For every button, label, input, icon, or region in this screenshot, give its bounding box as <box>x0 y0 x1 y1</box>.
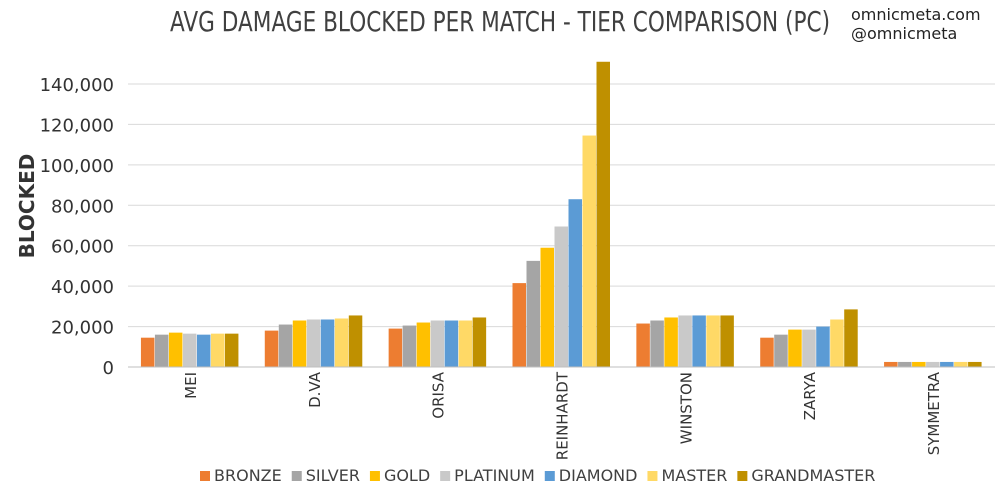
bar-master-reinhardt <box>582 135 596 367</box>
bar-bronze-dva <box>264 330 279 367</box>
legend-swatch-diamond <box>544 471 555 481</box>
x-tick-label: SYMMETRA <box>925 371 943 455</box>
bar-silver-symmetra <box>898 361 912 367</box>
legend-label-grandmaster: GRANDMASTER <box>751 466 875 485</box>
bar-platinum-orisa <box>430 320 445 367</box>
y-tick-label: 60,000 <box>51 237 114 258</box>
x-tick-label: REINHARDT <box>554 371 572 460</box>
bar-gold-zarya <box>788 329 802 367</box>
bar-platinum-winston <box>678 315 692 367</box>
bar-master-zarya <box>830 319 844 367</box>
legend-swatch-gold <box>369 471 380 481</box>
legend-label-platinum: PLATINUM <box>454 466 535 485</box>
bar-bronze-reinhardt <box>512 283 526 367</box>
x-tick-label: MEI <box>182 372 200 399</box>
credit-handle: @omnicmeta <box>851 24 957 43</box>
bar-grandmaster-winston <box>720 315 734 367</box>
legend-swatch-bronze <box>200 471 210 481</box>
y-tick-label: 40,000 <box>51 277 114 298</box>
legend-label-silver: SILVER <box>306 466 360 485</box>
bar-platinum-zarya <box>802 329 816 367</box>
y-tick-label: 100,000 <box>40 156 114 177</box>
bar-diamond-symmetra <box>940 361 954 367</box>
bar-master-winston <box>706 315 720 367</box>
y-tick-label: 80,000 <box>51 196 114 217</box>
bar-silver-orisa <box>402 325 417 367</box>
y-tick-label: 120,000 <box>40 115 114 136</box>
bar-platinum-dva <box>306 319 321 367</box>
bar-grandmaster-reinhardt <box>596 61 610 368</box>
bar-grandmaster-mei <box>224 333 239 367</box>
bar-grandmaster-zarya <box>844 309 858 367</box>
x-tick-label: WINSTON <box>677 372 695 444</box>
x-tick-label: ZARYA <box>801 371 819 420</box>
bar-grandmaster-dva <box>348 315 363 367</box>
bar-master-mei <box>210 333 225 367</box>
bar-gold-dva <box>292 320 307 367</box>
bar-master-orisa <box>458 320 473 367</box>
bar-gold-reinhardt <box>540 247 554 367</box>
y-tick-label: 0 <box>103 358 114 379</box>
bar-grandmaster-symmetra <box>968 361 982 367</box>
bar-gold-orisa <box>416 322 431 367</box>
y-axis-label: BLOCKED <box>15 154 39 259</box>
bar-silver-dva <box>278 324 293 367</box>
bar-silver-zarya <box>774 334 788 367</box>
bar-gold-mei <box>168 332 183 367</box>
bar-bronze-symmetra <box>884 361 898 367</box>
bar-diamond-zarya <box>816 326 830 367</box>
bar-silver-reinhardt <box>526 260 540 367</box>
bar-bronze-zarya <box>760 337 774 367</box>
x-tick-label: D.VA <box>306 371 324 408</box>
bar-platinum-symmetra <box>926 361 940 367</box>
bar-silver-mei <box>154 334 169 367</box>
legend-label-gold: GOLD <box>384 466 430 485</box>
bar-gold-symmetra <box>912 361 926 367</box>
bar-master-dva <box>334 318 349 367</box>
legend: BRONZE SILVER GOLD PLATINUM DIAMOND MASTER GRA… <box>200 466 875 485</box>
legend-swatch-platinum <box>440 471 451 481</box>
x-tick-labels: MEI D.VA ORISA REINHARDT WINSTON ZARYA SYMMETR… <box>182 371 943 460</box>
bar-gold-winston <box>664 317 678 367</box>
bar-diamond-dva <box>320 319 335 367</box>
bars <box>140 61 982 368</box>
bar-diamond-orisa <box>444 320 459 367</box>
bar-diamond-winston <box>692 315 706 367</box>
bar-platinum-reinhardt <box>554 226 568 367</box>
bar-bronze-mei <box>140 337 155 367</box>
legend-swatch-silver <box>291 471 302 481</box>
x-tick-label: ORISA <box>430 371 448 418</box>
legend-label-diamond: DIAMOND <box>559 466 638 485</box>
chart-title: AVG DAMAGE BLOCKED PER MATCH - TIER COMP… <box>170 5 830 38</box>
bar-silver-winston <box>650 320 664 367</box>
y-tick-label: 140,000 <box>40 75 114 96</box>
legend-swatch-master <box>647 471 658 481</box>
legend-swatch-grandmaster <box>737 471 748 481</box>
y-tick-labels: 0 20,000 40,000 60,000 80,000 100,000 120,000 1… <box>40 75 114 379</box>
bar-diamond-reinhardt <box>568 199 582 367</box>
legend-label-bronze: BRONZE <box>214 466 282 485</box>
bar-grandmaster-orisa <box>472 317 487 367</box>
legend-label-master: MASTER <box>661 466 727 485</box>
y-tick-label: 20,000 <box>51 318 114 339</box>
bar-platinum-mei <box>182 333 197 367</box>
bar-diamond-mei <box>196 334 211 367</box>
bar-bronze-orisa <box>388 328 403 367</box>
bar-master-symmetra <box>954 361 968 367</box>
credit-website: omnicmeta.com <box>851 5 981 24</box>
bar-bronze-winston <box>636 323 650 367</box>
